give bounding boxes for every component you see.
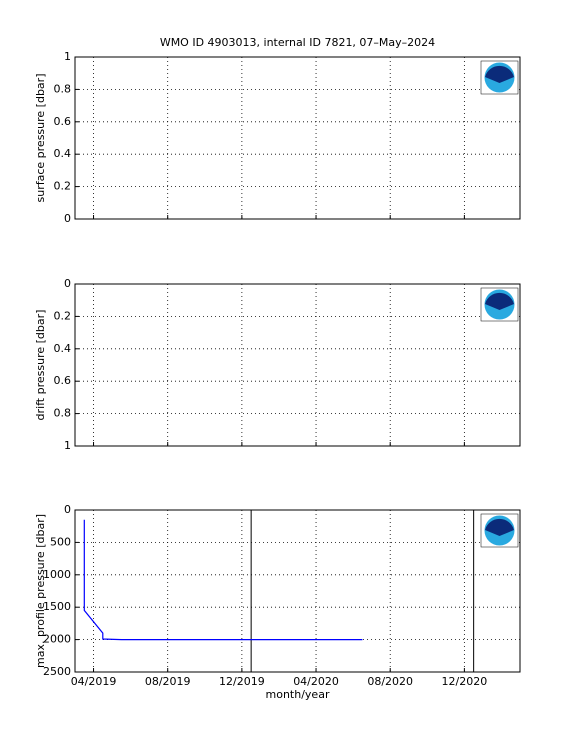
logos [480,60,519,548]
y-tick-label: 0.4 [54,342,72,355]
y-tick-label: 0.2 [54,309,72,322]
x-tick-label: 08/2020 [367,675,413,688]
y-tick-label: 2500 [43,665,71,678]
y-tick-label: 2000 [43,633,71,646]
x-axis-label: month/year [266,688,330,701]
y-axis-label: max. profile pressure [dbar] [34,514,47,668]
y-tick-label: 0.8 [54,407,72,420]
y-tick-label: 0.8 [54,82,72,95]
axes-frame [74,509,521,673]
y-axis-label: drift pressure [dbar] [34,310,47,421]
y-tick-label: 1 [64,439,71,452]
x-tick-label: 12/2020 [442,675,488,688]
y-tick-label: 500 [50,535,71,548]
chart-title: WMO ID 4903013, internal ID 7821, 07–May… [160,36,435,49]
y-tick-label: 0.6 [54,374,72,387]
noaa-logo [480,60,519,95]
y-tick-label: 0.6 [54,115,72,128]
y-tick-label: 0.4 [54,147,72,160]
y-axis-label: surface pressure [dbar] [34,74,47,203]
axes-frame [74,283,521,447]
noaa-logo [480,513,519,548]
x-tick-label: 04/2020 [293,675,339,688]
noaa-logo [480,287,519,322]
y-tick-label: 0 [64,503,71,516]
y-tick-label: 1 [64,50,71,63]
y-tick-label: 0.2 [54,180,72,193]
y-tick-label: 1000 [43,568,71,581]
x-tick-label: 04/2019 [71,675,117,688]
axes-frame [74,56,521,220]
x-tick-label: 12/2019 [219,675,265,688]
y-tick-label: 1500 [43,600,71,613]
y-tick-label: 0 [64,212,71,225]
x-tick-label: 08/2019 [145,675,191,688]
data-line [83,519,363,641]
y-tick-label: 0 [64,277,71,290]
